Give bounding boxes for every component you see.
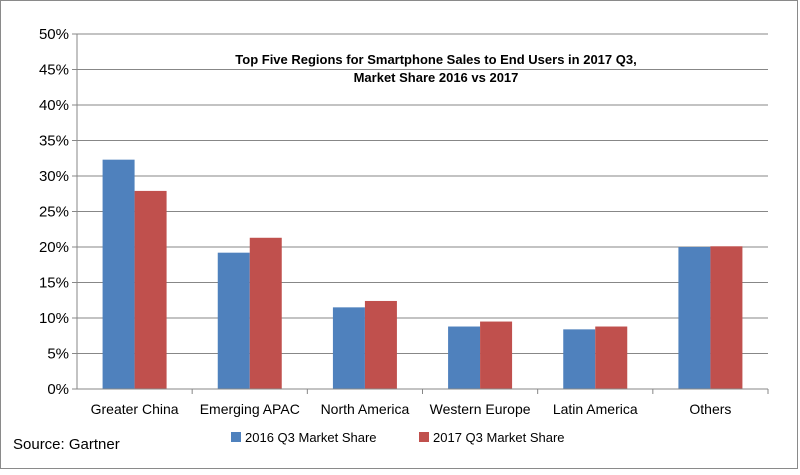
bar: [595, 326, 628, 389]
y-tick-label: 25%: [39, 204, 69, 221]
y-tick-label: 45%: [39, 62, 69, 79]
legend: 2016 Q3 Market Share 2017 Q3 Market Share: [231, 430, 565, 445]
x-category-label: Emerging APAC: [200, 401, 300, 417]
bar: [217, 252, 250, 389]
bar: [678, 247, 711, 389]
legend-label: 2016 Q3 Market Share: [245, 430, 377, 445]
x-category-label: North America: [321, 401, 410, 417]
bars: [102, 159, 743, 389]
y-tick-label: 40%: [39, 97, 69, 114]
bar: [480, 321, 513, 389]
y-tick-label: 5%: [47, 346, 69, 363]
y-axis-ticks: 0% 5% 10% 15% 20% 25% 30% 35% 40% 45% 50%: [39, 26, 77, 398]
x-category-label: Western Europe: [430, 401, 531, 417]
y-tick-label: 20%: [39, 239, 69, 256]
y-tick-label: 10%: [39, 310, 69, 327]
x-category-label: Latin America: [553, 401, 638, 417]
bar: [364, 300, 397, 389]
y-tick-label: 15%: [39, 275, 69, 292]
bar: [249, 237, 282, 389]
bar: [332, 307, 365, 389]
source-note: Source: Gartner: [13, 436, 120, 453]
bar: [563, 329, 596, 389]
y-tick-label: 35%: [39, 133, 69, 150]
gridlines: [77, 33, 768, 354]
x-category-label: Others: [689, 401, 731, 417]
legend-swatch: [231, 432, 241, 442]
y-tick-label: 30%: [39, 168, 69, 185]
chart-title-line-2: Market Share 2016 vs 2017: [354, 70, 519, 85]
legend-label: 2017 Q3 Market Share: [433, 430, 565, 445]
chart-title: Top Five Regions for Smartphone Sales to…: [235, 52, 636, 85]
chart-title-line-1: Top Five Regions for Smartphone Sales to…: [235, 52, 636, 67]
bar: [448, 326, 481, 389]
x-axis-categories: Greater China Emerging APAC North America W…: [91, 389, 769, 417]
y-tick-label: 50%: [39, 26, 69, 43]
bar: [102, 159, 135, 389]
x-category-label: Greater China: [91, 401, 179, 417]
bar: [710, 246, 743, 389]
legend-swatch: [419, 432, 429, 442]
bar: [134, 190, 167, 389]
y-tick-label: 0%: [47, 381, 69, 398]
